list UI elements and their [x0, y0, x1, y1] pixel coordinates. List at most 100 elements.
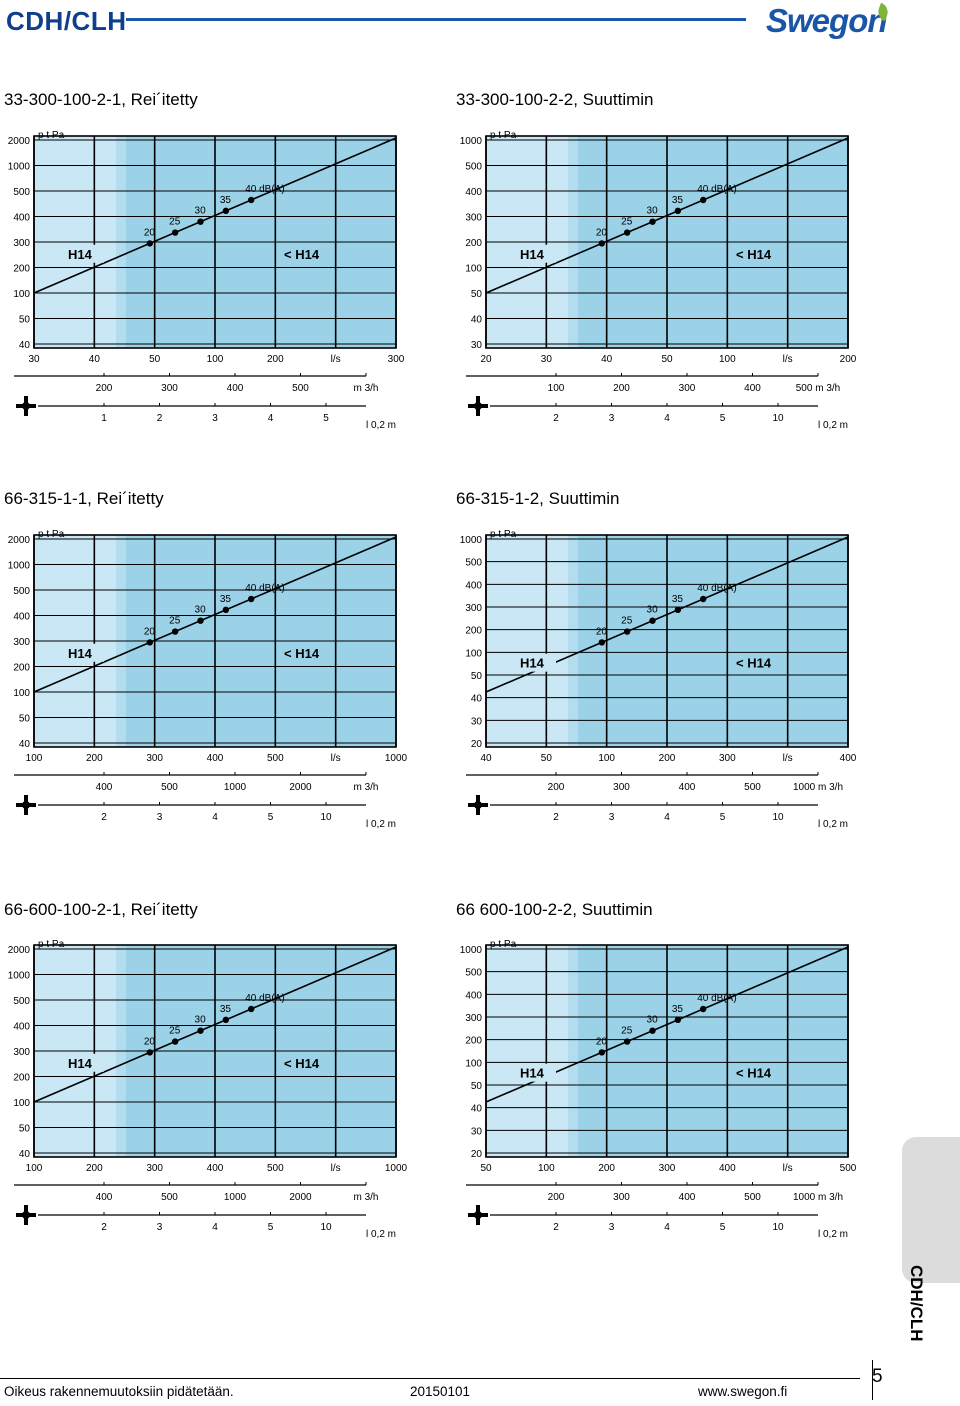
sound-level-marker	[649, 1027, 656, 1034]
x-tick-label: 300	[719, 753, 736, 764]
throw-axis-label: 2	[553, 1222, 559, 1233]
throw-axis-unit: l 0,2 m	[366, 819, 396, 830]
air-direction-icon	[16, 396, 36, 416]
x-tick-label: l/s	[783, 1163, 793, 1174]
footer-disclaimer: Oikeus rakennemuutoksiin pidätetään.	[4, 1384, 234, 1399]
flow-axis-label: 2000	[289, 1192, 312, 1203]
x-tick-label: 100	[26, 753, 43, 764]
throw-axis-label: 4	[212, 1222, 218, 1233]
flow-axis-label: 400	[96, 782, 113, 793]
x-tick-label: l/s	[783, 354, 793, 365]
x-tick-label: 300	[388, 354, 405, 365]
y-axis-label: p t Pa	[38, 130, 65, 141]
throw-axis-label: 4	[664, 1222, 670, 1233]
chart-svg-3: 2000 1000 500 400 300 200 100 50 40 100 200 300 400 5…	[8, 529, 408, 830]
sound-level-marker	[700, 1005, 707, 1013]
throw-axis-label: 3	[609, 1222, 615, 1233]
x-tick-label: 400	[719, 1163, 736, 1174]
air-direction-icon	[468, 396, 488, 416]
flow-axis-label: 300	[613, 1192, 630, 1203]
region-label: < H14	[284, 1056, 320, 1071]
sound-level-marker	[674, 207, 682, 215]
band-transition	[568, 535, 578, 747]
page-number-rule	[872, 1360, 873, 1400]
region-label: H14	[520, 656, 545, 671]
x-tick-label: 20	[480, 354, 492, 365]
y-tick-label: 1000	[8, 561, 31, 572]
sound-level-marker	[222, 207, 230, 215]
chart-frame	[485, 944, 849, 1158]
sound-level-label: 30	[195, 1015, 207, 1026]
throw-axis-label: 3	[609, 812, 615, 823]
x-tick-label: l/s	[783, 753, 793, 764]
sound-level-marker	[171, 628, 179, 635]
sound-level-label: 20	[596, 626, 608, 637]
y-axis-label: p t Pa	[38, 529, 65, 540]
x-tick-label: 50	[661, 354, 673, 365]
throw-axis-label: 10	[772, 812, 784, 823]
x-tick-label: 40	[480, 753, 492, 764]
flow-axis-label: 500	[744, 782, 761, 793]
swegon-logo: Swegon	[766, 2, 888, 39]
flow-axis-label: 1000	[224, 782, 247, 793]
flow-axis-label: 300	[161, 383, 178, 394]
region-label: < H14	[736, 656, 772, 671]
sound-level-marker	[674, 1016, 682, 1024]
region-label: H14	[68, 1056, 93, 1071]
sound-level-marker	[197, 1027, 204, 1034]
sound-level-label: 40 dB(A)	[245, 583, 284, 594]
sound-level-marker	[146, 1049, 154, 1056]
sound-level-label: 30	[195, 605, 207, 616]
x-tick-label: 500	[267, 753, 284, 764]
y-tick-label: 100	[465, 648, 482, 659]
x-tick-label: 50	[480, 1163, 492, 1174]
x-tick-label: 200	[598, 1163, 615, 1174]
sound-level-marker	[623, 229, 631, 236]
sound-level-marker	[146, 240, 154, 247]
throw-axis-label: 5	[720, 413, 726, 424]
y-tick-label: 200	[13, 663, 30, 674]
sound-level-label: 40 dB(A)	[697, 993, 736, 1004]
chart-area-dark-band	[578, 945, 848, 1157]
y-tick-label: 30	[471, 340, 483, 351]
flow-axis-label: 200	[548, 782, 565, 793]
header-rule	[126, 18, 746, 21]
flow-axis-label: 500 m 3/h	[796, 383, 840, 394]
y-tick-label: 400	[465, 187, 482, 198]
x-tick-label: 200	[86, 753, 103, 764]
characteristic-line	[33, 946, 397, 1103]
sound-level-label: 30	[647, 1015, 659, 1026]
side-tab-label: CDH/CLH	[907, 1265, 926, 1342]
sound-level-marker	[171, 1038, 179, 1045]
y-tick-label: 50	[471, 289, 483, 300]
x-tick-label: 100	[538, 1163, 555, 1174]
x-tick-label: l/s	[331, 354, 341, 365]
y-tick-label: 2000	[8, 945, 31, 956]
flow-axis-label: 1000 m 3/h	[793, 1192, 843, 1203]
region-label-bg	[514, 1063, 556, 1082]
sound-level-label: 35	[672, 195, 684, 206]
y-tick-label: 400	[465, 990, 482, 1001]
y-tick-label: 40	[471, 315, 483, 326]
sound-level-label: 25	[621, 616, 633, 627]
direction-hub	[474, 1211, 482, 1219]
y-tick-label: 500	[13, 187, 30, 198]
throw-axis-label: 10	[320, 812, 332, 823]
flow-axis-label: 200	[548, 1192, 565, 1203]
sound-level-marker	[674, 606, 682, 614]
y-tick-label: 500	[465, 968, 482, 979]
flow-axis-label: 1000 m 3/h	[793, 782, 843, 793]
throw-axis-label: 10	[320, 1222, 332, 1233]
y-tick-label: 300	[13, 238, 30, 249]
y-axis-label: p t Pa	[490, 130, 517, 141]
sound-level-marker	[197, 617, 204, 624]
throw-axis-label: 3	[609, 413, 615, 424]
throw-axis-label: 1	[101, 413, 107, 424]
throw-axis-label: 5	[720, 1222, 726, 1233]
flow-axis-label: 400	[679, 1192, 696, 1203]
direction-hub	[474, 402, 482, 410]
flow-axis-label: 400	[744, 383, 761, 394]
y-tick-label: 100	[465, 264, 482, 275]
chart-svg-1: 2000 1000 500 400 300 200 100 50 40 30 40 50 100 200 l…	[8, 130, 405, 431]
sound-level-marker	[222, 1016, 230, 1024]
